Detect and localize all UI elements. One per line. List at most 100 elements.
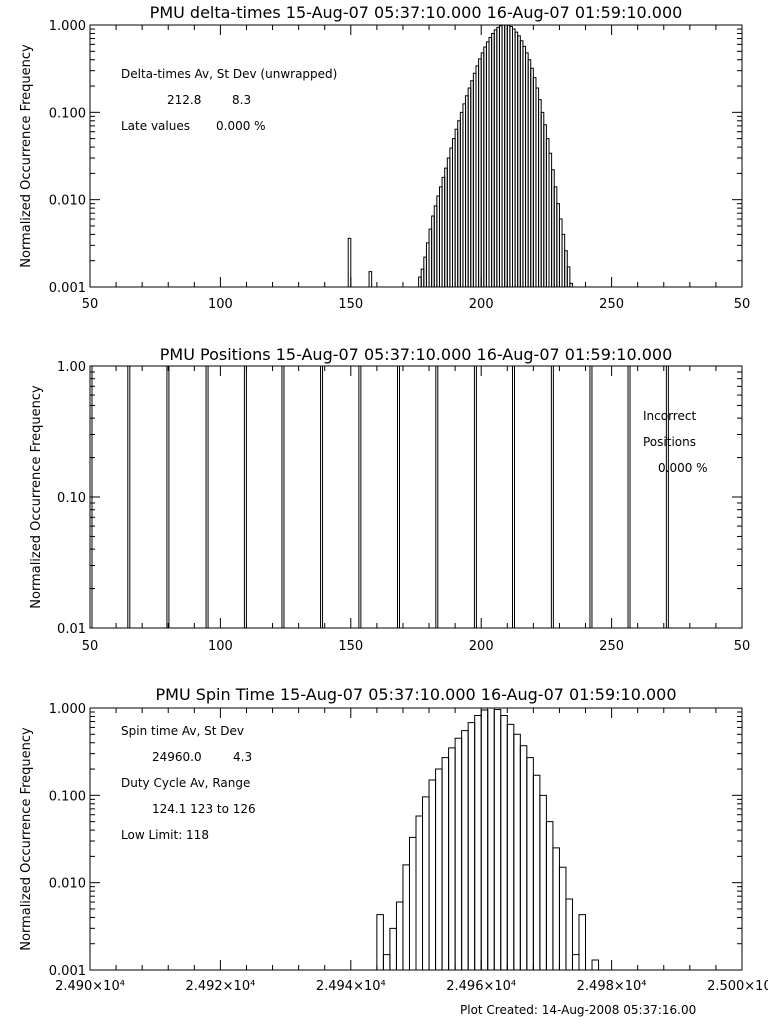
histogram-bin (566, 266, 571, 287)
annotation-text: Low Limit: 118 (121, 828, 209, 842)
annotation-text: Delta-times Av, St Dev (unwrapped) (121, 67, 337, 81)
histogram-bin (408, 836, 417, 970)
annotation-text: 124.1 123 to 126 (152, 802, 256, 816)
x-tick-label: 200 (469, 639, 494, 654)
delta-times-panel: PMU delta-times 15-Aug-07 05:37:10.000 1… (19, 3, 750, 312)
histogram-bin (519, 745, 528, 970)
histogram-bin (474, 715, 482, 970)
x-tick-label: 2.498×10⁴ (577, 979, 647, 994)
y-tick-label: 0.010 (49, 194, 86, 209)
histogram-bin (435, 768, 443, 970)
plot-frame (89, 365, 743, 629)
histogram-bin (368, 271, 373, 287)
x-tick-label: 150 (338, 297, 363, 312)
x-tick-label: 2.500×10⁴ (707, 979, 768, 994)
annotation-text: Incorrect (643, 409, 696, 423)
y-tick-label: 1.00 (57, 360, 86, 375)
histogram-spike (243, 365, 247, 628)
y-tick-label: 0.010 (49, 877, 86, 892)
y-tick-label: 0.001 (49, 281, 86, 296)
histogram-spike (205, 365, 209, 628)
x-tick-label: 100 (208, 639, 233, 654)
histogram-bin (552, 847, 560, 970)
x-tick-label: 2.494×10⁴ (316, 979, 386, 994)
x-tick-label: 50 (82, 639, 99, 654)
annotation-text: 4.3 (233, 750, 252, 764)
histogram-spike (281, 365, 285, 628)
histogram-spike (166, 365, 170, 628)
histogram-bin (395, 901, 404, 970)
y-axis-label: Normalized Occurrence Frequency (19, 727, 34, 951)
histogram-bin (461, 730, 469, 970)
histogram-bin (428, 779, 437, 970)
histogram-bin (526, 757, 534, 970)
x-tick-label: 2.490×10⁴ (55, 979, 125, 994)
histogram-spike (89, 365, 93, 628)
histogram-spike (396, 365, 400, 628)
histogram-bin (506, 723, 515, 970)
histogram-bin (415, 815, 424, 970)
histogram-bin (448, 747, 456, 970)
histogram-spike (511, 365, 515, 628)
annotation-text: Positions (643, 435, 696, 449)
histogram-spike (550, 365, 554, 628)
y-axis-label: Normalized Occurrence Frequency (29, 385, 44, 609)
histogram-bin (454, 737, 463, 970)
annotation-text: 212.8 (167, 93, 201, 107)
annotation-text: Late values (121, 119, 190, 133)
y-tick-label: 0.01 (57, 622, 86, 637)
x-tick-label: 150 (338, 639, 363, 654)
y-tick-label: 0.10 (57, 491, 86, 506)
x-tick-label: 200 (469, 297, 494, 312)
x-tick-label: 50 (734, 297, 751, 312)
histogram-spike (320, 365, 324, 628)
y-tick-label: 0.001 (49, 964, 86, 979)
histogram-bin (480, 709, 489, 970)
histogram-bin (578, 914, 587, 970)
histogram-bin (558, 866, 567, 970)
histogram-bin (422, 796, 430, 970)
positions-panel: PMU Positions 15-Aug-07 05:37:10.000 16-… (29, 345, 750, 654)
histogram-spike (435, 365, 439, 628)
y-axis-label: Normalized Occurrence Frequency (19, 44, 34, 268)
y-tick-label: 1.000 (49, 702, 86, 717)
x-tick-label: 2.492×10⁴ (185, 979, 255, 994)
histogram-bin (382, 954, 391, 970)
spin-time-panel: PMU Spin Time 15-Aug-07 05:37:10.000 16-… (19, 685, 768, 994)
annotation-text: 24960.0 (152, 750, 202, 764)
y-tick-label: 0.100 (49, 789, 86, 804)
histogram-bin (571, 954, 580, 970)
annotation-text: 0.000 % (658, 461, 708, 475)
histogram-bin (513, 733, 521, 970)
plot-created-footer: Plot Created: 14-Aug-2008 05:37:16.00 (460, 1003, 696, 1017)
histogram-spike (665, 365, 669, 628)
histogram-spike (589, 365, 593, 628)
histogram-bin (347, 237, 352, 287)
histogram-bin (402, 864, 410, 970)
histogram-spike (627, 365, 631, 628)
chart-title: PMU Spin Time 15-Aug-07 05:37:10.000 16-… (155, 685, 676, 704)
histogram-spike (358, 365, 362, 628)
y-tick-label: 1.000 (49, 19, 86, 34)
histogram-bin (493, 709, 502, 970)
x-tick-label: 250 (599, 297, 624, 312)
x-tick-label: 100 (208, 297, 233, 312)
annotation-text: 0.000 % (216, 119, 266, 133)
histogram-bin (389, 927, 397, 970)
plot-frame (89, 24, 743, 288)
histogram-bin (591, 959, 600, 970)
histogram-bin (487, 707, 495, 970)
histogram-bin (565, 898, 573, 970)
histogram-bin (500, 715, 508, 970)
histogram-bin (532, 774, 541, 970)
histogram-bin (569, 282, 573, 287)
x-tick-label: 2.496×10⁴ (446, 979, 516, 994)
histogram-bin (441, 757, 450, 970)
histogram-bin (539, 794, 547, 970)
annotation-text: Duty Cycle Av, Range (121, 776, 250, 790)
histogram-bin (545, 821, 554, 970)
annotation-text: 8.3 (232, 93, 251, 107)
histogram-bin (467, 722, 476, 970)
x-tick-label: 50 (734, 639, 751, 654)
